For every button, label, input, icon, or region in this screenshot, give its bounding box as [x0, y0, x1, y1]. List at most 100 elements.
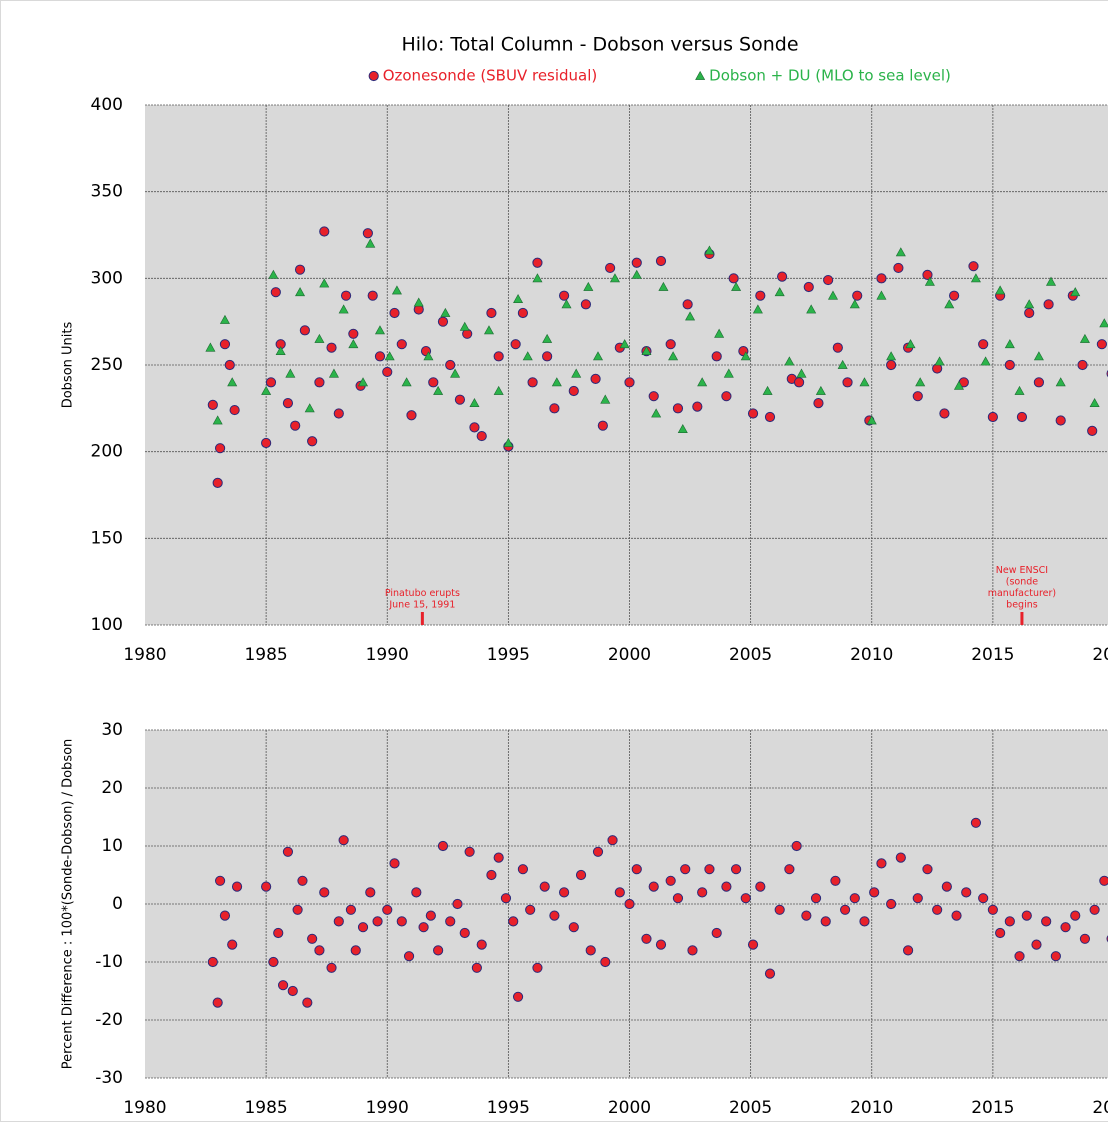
- data-point: [319, 226, 330, 237]
- data-point: [840, 904, 851, 915]
- data-point: [1031, 939, 1042, 950]
- data-point: [450, 368, 461, 378]
- data-point: [454, 394, 466, 405]
- data-point: [513, 294, 524, 304]
- data-point: [294, 264, 306, 275]
- data-point: [285, 368, 296, 378]
- data-point: [219, 339, 231, 350]
- data-point: [508, 916, 519, 927]
- data-point: [658, 281, 669, 291]
- data-point: [510, 339, 521, 350]
- data-point: [304, 403, 315, 413]
- data-point: [389, 858, 400, 869]
- chart-title: Hilo: Total Column - Dobson versus Sonde: [401, 34, 798, 56]
- data-point: [277, 980, 289, 991]
- data-point: [970, 273, 981, 283]
- y-axis-label: Percent Difference : 100*(Sonde-Dobson) …: [61, 739, 76, 1070]
- data-point: [558, 887, 570, 898]
- data-point: [1099, 875, 1108, 886]
- data-point: [849, 893, 860, 904]
- x-tick-label: 1985: [244, 1098, 287, 1118]
- data-point: [428, 377, 439, 388]
- data-point: [568, 922, 579, 933]
- y-tick-label: 150: [91, 528, 123, 548]
- annotation: manufacturer): [988, 588, 1056, 599]
- data-point: [212, 477, 223, 488]
- annotation: New ENSCI: [996, 565, 1048, 576]
- data-point: [372, 916, 383, 927]
- data-point: [672, 403, 684, 414]
- data-point: [777, 271, 788, 282]
- data-point: [561, 299, 572, 309]
- data-point: [995, 285, 1006, 295]
- data-point: [522, 351, 533, 361]
- data-point: [493, 385, 504, 395]
- data-point: [224, 359, 235, 371]
- data-point: [774, 904, 785, 915]
- data-point: [433, 385, 444, 395]
- data-point: [445, 916, 456, 927]
- data-point: [859, 916, 870, 927]
- data-point: [583, 281, 594, 291]
- x-tick-label: 1995: [487, 1098, 530, 1118]
- data-point: [459, 927, 470, 939]
- data-point: [692, 401, 703, 412]
- data-point: [532, 257, 543, 268]
- data-point: [912, 893, 923, 904]
- data-point: [261, 385, 272, 395]
- data-point: [784, 864, 795, 875]
- data-point: [214, 875, 226, 886]
- data-point: [227, 939, 238, 950]
- data-point: [338, 835, 349, 846]
- data-point: [803, 281, 814, 293]
- data-point: [517, 307, 529, 319]
- data-point: [493, 351, 504, 362]
- data-point: [333, 916, 344, 927]
- data-point: [1046, 276, 1057, 286]
- data-point: [1024, 307, 1035, 319]
- data-point: [697, 887, 708, 898]
- y-tick-label: -10: [95, 952, 123, 972]
- data-point: [922, 269, 933, 280]
- data-point: [949, 290, 960, 301]
- data-point: [219, 314, 230, 324]
- data-point: [624, 898, 635, 910]
- data-point: [953, 380, 964, 390]
- data-point: [1089, 398, 1100, 408]
- data-point: [265, 377, 277, 388]
- data-point: [648, 881, 659, 892]
- legend-label: Dobson + DU (MLO to sea level): [709, 67, 951, 85]
- data-point: [1096, 339, 1107, 350]
- data-point: [1070, 287, 1081, 297]
- data-point: [418, 922, 429, 933]
- data-point: [231, 881, 243, 892]
- data-point: [1004, 339, 1015, 349]
- data-point: [517, 864, 529, 875]
- data-point: [205, 342, 216, 352]
- data-point: [413, 297, 424, 307]
- data-point: [747, 939, 759, 950]
- data-point: [401, 377, 412, 387]
- data-point: [268, 269, 279, 279]
- data-point: [1004, 916, 1015, 927]
- data-point: [1033, 351, 1044, 361]
- data-point: [685, 311, 696, 321]
- data-point: [1079, 933, 1091, 944]
- data-point: [532, 273, 543, 283]
- data-point: [641, 933, 652, 944]
- data-point: [614, 887, 625, 898]
- x-tick-label: 2015: [971, 1098, 1014, 1118]
- data-point: [287, 985, 298, 997]
- data-point: [302, 997, 313, 1008]
- y-tick-label: 300: [91, 268, 123, 288]
- data-point: [476, 430, 487, 442]
- data-point: [793, 377, 805, 388]
- data-point: [1014, 385, 1025, 395]
- data-point: [672, 893, 684, 904]
- data-point: [939, 408, 950, 419]
- data-point: [464, 846, 475, 857]
- y-tick-label: 30: [101, 720, 123, 740]
- data-point: [367, 290, 378, 301]
- data-point: [970, 817, 982, 828]
- data-point: [542, 333, 553, 343]
